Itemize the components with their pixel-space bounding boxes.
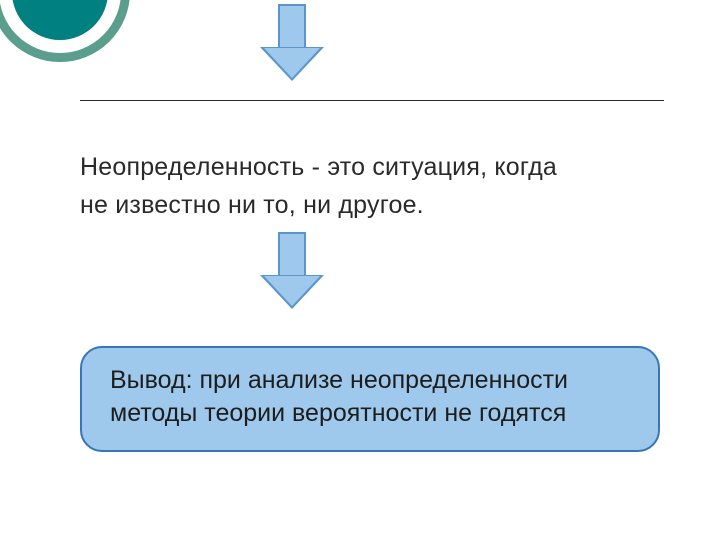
conclusion-box: Вывод: при анализе неопределенности мето… (80, 346, 660, 452)
arrow-down-bottom (260, 232, 324, 309)
conclusion-line1: Вывод: при анализе неопределенности (110, 364, 634, 397)
conclusion-line2: методы теории вероятности не годятся (110, 397, 634, 430)
definition-line2: не известно ни то, ни другое. (80, 188, 424, 223)
arrow-down-top (260, 4, 324, 81)
divider-line (80, 100, 664, 101)
definition-line1: Неопределенность - это ситуация, когда (80, 150, 557, 185)
